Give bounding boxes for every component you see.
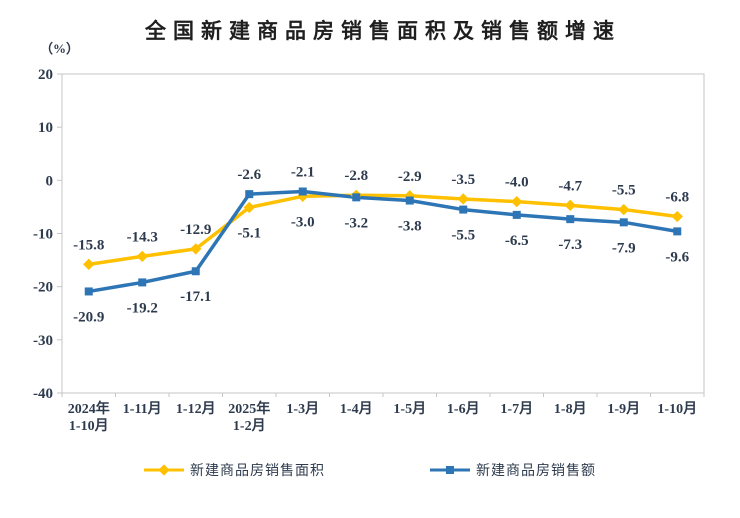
legend-item-sales-area: 新建商品房销售面积 (144, 460, 325, 480)
data-label: -5.1 (237, 225, 261, 241)
series-line-1 (87, 189, 679, 294)
y-tick-label: -40 (33, 386, 53, 402)
data-label: -15.8 (73, 237, 104, 253)
data-label: -2.9 (398, 169, 422, 185)
data-point-marker (83, 258, 95, 270)
data-label: -14.3 (127, 229, 158, 245)
y-tick-label: -30 (33, 333, 53, 349)
series-line-0 (87, 193, 679, 267)
data-label: -17.1 (180, 289, 211, 305)
x-category-label: 2024年 1-10月 (68, 400, 110, 434)
x-category-label: 1-7月 (500, 401, 533, 417)
data-label: -2.8 (344, 168, 368, 184)
data-label: -7.9 (612, 240, 636, 256)
data-point-marker (673, 227, 682, 236)
x-category-label: 1-12月 (176, 401, 216, 417)
data-point-marker (671, 210, 683, 223)
legend-marker (446, 466, 454, 474)
x-category-label: 1-8月 (554, 401, 587, 417)
data-label: -3.5 (451, 172, 475, 188)
data-point-marker (190, 243, 202, 255)
legend-item-sales-amount: 新建商品房销售额 (430, 460, 596, 480)
legend-marker-sales-area-icon (144, 464, 184, 476)
y-tick-label: -10 (33, 227, 53, 243)
y-tick-label: 10 (38, 120, 53, 136)
data-label: -6.5 (505, 233, 529, 249)
data-point-marker (352, 193, 361, 202)
data-point-marker (191, 267, 200, 276)
data-point-marker (84, 287, 93, 296)
data-point-marker (564, 199, 576, 211)
data-label: -5.5 (612, 183, 636, 199)
x-category-label: 1-6月 (447, 401, 480, 417)
data-label: -20.9 (73, 309, 104, 325)
data-label: -5.5 (451, 228, 475, 244)
y-tick-label: -20 (33, 280, 53, 296)
data-label: -7.3 (558, 237, 582, 253)
data-point-marker (512, 210, 521, 219)
data-point-marker (457, 193, 469, 205)
data-label: -3.8 (398, 219, 422, 235)
data-label: -12.9 (180, 222, 211, 238)
x-category-label: 1-3月 (286, 401, 319, 417)
data-label: -3.0 (291, 214, 315, 230)
plot-border (61, 73, 705, 394)
x-category-label: 1-10月 (657, 401, 697, 417)
x-category-label: 2025年 1-2月 (228, 400, 270, 434)
data-label: -4.7 (558, 178, 582, 194)
data-label: -2.1 (291, 164, 315, 180)
legend-marker-sales-amount-icon (430, 466, 470, 474)
x-category-label: 1-5月 (393, 401, 426, 417)
y-tick-label: 0 (46, 173, 54, 189)
data-point-marker (459, 205, 468, 214)
data-label: -4.0 (505, 175, 529, 191)
y-axis-unit-label: （%） (40, 41, 80, 56)
data-point-marker (245, 190, 254, 199)
data-point-marker (566, 215, 575, 224)
data-point-marker (511, 195, 523, 208)
data-point-marker (243, 201, 255, 214)
legend-label-sales-amount: 新建商品房销售额 (476, 464, 596, 479)
x-category-label: 1-4月 (340, 401, 373, 417)
chart-legend: 新建商品房销售面积 新建商品房销售额 (0, 460, 740, 480)
data-label: -19.2 (127, 300, 158, 316)
data-point-marker (619, 218, 628, 227)
data-label: -2.6 (237, 167, 261, 183)
x-category-label: 1-11月 (123, 401, 162, 417)
data-label: -9.6 (665, 249, 689, 265)
x-category-label: 1-9月 (607, 401, 640, 417)
data-point-marker (405, 196, 414, 205)
data-point-marker (136, 250, 148, 263)
data-point-marker (618, 203, 630, 216)
legend-marker (158, 464, 170, 476)
data-point-marker (298, 187, 307, 196)
data-label: -6.8 (665, 189, 689, 205)
y-tick-label: 20 (38, 67, 53, 83)
data-label: -3.2 (344, 215, 368, 231)
data-point-marker (138, 278, 147, 287)
legend-label-sales-area: 新建商品房销售面积 (190, 464, 325, 479)
chart-title: 全国新建商品房销售面积及销售额增速 (145, 20, 621, 43)
